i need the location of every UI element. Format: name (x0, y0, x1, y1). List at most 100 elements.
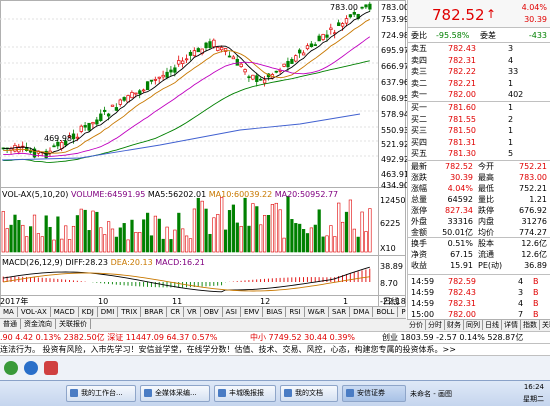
paint-window-label[interactable]: 未命名 - 画图 (410, 390, 452, 398)
moving-average-line (3, 19, 370, 154)
volume-bar (157, 218, 161, 253)
volume-bar (270, 204, 275, 253)
indicator-tab-psy[interactable]: PSY (398, 307, 406, 317)
book-volume: 5 (508, 149, 514, 159)
volume-bar (278, 209, 282, 253)
quote-tab[interactable]: 详情 (502, 320, 521, 330)
candle-body (188, 51, 193, 56)
indicator-tab-kdj[interactable]: KDJ (79, 307, 98, 317)
taskbar-item-anxin[interactable]: 安信证券 (342, 385, 406, 402)
stat-value: 30.39 (450, 173, 473, 182)
view-tab[interactable]: 资金流向 (21, 319, 56, 329)
candle-body (118, 99, 122, 105)
quote-tab[interactable]: 分时 (426, 320, 445, 330)
volume-bar (274, 202, 278, 253)
quote-tab[interactable]: 分价 (407, 320, 426, 330)
indicator-tab-ma[interactable]: MA (0, 307, 18, 317)
stat-label: 总量 (411, 195, 427, 204)
order-book-row: 买二 781.55 2 (408, 114, 550, 126)
start-orb-icon[interactable] (4, 361, 18, 375)
volume-bar (337, 202, 341, 253)
taskbar-item-newspaper[interactable]: 丰城晚报报 (214, 385, 276, 402)
volume-bar (224, 229, 228, 253)
indicator-tab-asi[interactable]: ASI (223, 307, 241, 317)
x-label-10: 10 (98, 297, 109, 306)
candle-body (204, 42, 208, 49)
x-label-1: 1 (343, 297, 349, 306)
tick-volume: 4 (518, 277, 524, 286)
candle-body (368, 3, 372, 10)
volume-bar (60, 238, 64, 253)
book-level-label: 买二 (411, 114, 427, 124)
indicator-tab-boll[interactable]: BOLL (373, 307, 399, 317)
x-label-12: 12 (260, 297, 271, 306)
ie-browser-icon[interactable] (24, 361, 38, 375)
tick-direction: B (533, 310, 539, 319)
quote-tab[interactable]: 关联 (540, 320, 550, 330)
app-icon[interactable] (44, 361, 58, 375)
quote-tab[interactable]: 日线 (483, 320, 502, 330)
order-book-row: 买五 781.30 5 (408, 148, 550, 160)
kline-chart-area[interactable]: 783.00 753.99 724.98 695.97 666.97 637.96 608.… (0, 0, 409, 319)
taskbar-item-media[interactable]: 全媒体采编... (140, 385, 210, 402)
volume-bar (25, 236, 29, 253)
indicator-tab-rsi[interactable]: RSI (286, 307, 305, 317)
tick-time: 14:59 (411, 277, 435, 286)
volume-bar (36, 233, 40, 253)
stat-value: 33316 (447, 217, 473, 226)
view-tab[interactable]: 关联报价 (56, 319, 91, 329)
indicator-tab-dma[interactable]: DMA (350, 307, 374, 317)
candle-body (364, 4, 368, 8)
indicator-tab-brar[interactable]: BRAR (141, 307, 168, 317)
indicator-tab-dmi[interactable]: DMI (98, 307, 119, 317)
view-tab[interactable]: 普通 (0, 319, 21, 329)
volume-bar (200, 200, 204, 253)
volume-bar (71, 225, 76, 253)
indicator-tab-emv[interactable]: EMV (241, 307, 264, 317)
long-moving-average-line (1, 113, 361, 161)
volume-bar (103, 234, 107, 253)
news-scroll-bar[interactable]: 连法行为。 投资有风险，入市先学习！安信益学堂，在线学分数！估值、技术、交易、风… (0, 343, 550, 355)
quote-tab[interactable]: 指数 (521, 320, 540, 330)
candle-body (134, 92, 138, 95)
stat-label: 内盘 (478, 217, 494, 226)
volume-bar (48, 226, 52, 253)
vol-axis-unit: X10 (380, 244, 396, 253)
stat-value: 64592 (447, 195, 473, 204)
quote-tab[interactable]: 同列 (464, 320, 483, 330)
weicha-label: 委差 (480, 31, 496, 40)
quote-tab[interactable]: 财务 (445, 320, 464, 330)
macd-line (3, 266, 370, 293)
tick-direction: B (533, 299, 539, 308)
tick-volume: 7 (518, 310, 524, 319)
indicator-tab-cr[interactable]: CR (167, 307, 185, 317)
volume-bar (192, 208, 197, 253)
book-price: 782.22 (448, 67, 476, 77)
candle-body (227, 55, 232, 58)
stat-row: 换手 0.51% 股本 12.6亿 (408, 238, 550, 249)
taskbar-item-documents[interactable]: 我的文档 (280, 385, 338, 402)
high-price-label: 783.00 (330, 3, 358, 12)
candle-body (290, 59, 294, 64)
indicator-tab-vr[interactable]: VR (184, 307, 201, 317)
volume-bar (134, 232, 138, 253)
volume-bar (32, 214, 37, 253)
volume-bar (305, 233, 310, 253)
indicator-tab-macd[interactable]: MACD (51, 307, 79, 317)
candle-body (64, 140, 68, 146)
candle-body (161, 74, 165, 78)
candle-body (282, 63, 286, 67)
indicator-tab-bias[interactable]: BIAS (263, 307, 287, 317)
book-price: 781.60 (448, 103, 476, 112)
indicator-tab-wr[interactable]: W&R (305, 307, 329, 317)
stat-label: 金额 (411, 228, 427, 237)
taskbar-item-workbench[interactable]: 我的工作台... (66, 385, 136, 402)
period-label[interactable]: 日线 (383, 297, 399, 306)
stat-value: 50.01亿 (442, 228, 473, 237)
indicator-tab-sar[interactable]: SAR (329, 307, 351, 317)
indicator-tab-trix[interactable]: TRIX (118, 307, 142, 317)
stat-row: 涨幅 4.04% 最低 752.21 (408, 183, 550, 194)
indicator-tab-volax[interactable]: VOL-AX (18, 307, 51, 317)
order-book-row: 卖三 782.22 33 (408, 66, 550, 78)
indicator-tab-obv[interactable]: OBV (201, 307, 223, 317)
